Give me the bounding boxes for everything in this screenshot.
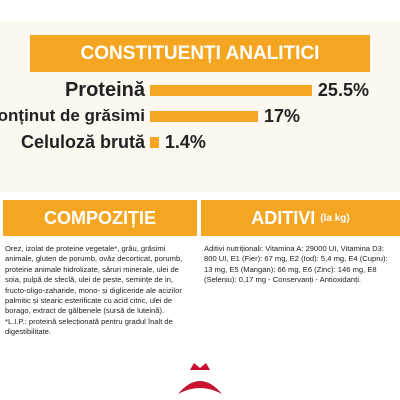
additives-text: Aditivi nutriționali: Vitamina A: 29000 … bbox=[204, 244, 388, 285]
paragraph: *L.I.P.: proteină selecționată pentru gr… bbox=[5, 316, 173, 337]
value-label: 17% bbox=[263, 106, 300, 126]
value-label: 1.4% bbox=[164, 132, 206, 152]
composition-text: Orez, izolat de proteine vegetale*, grâu… bbox=[5, 244, 195, 338]
chart-title: CONSTITUENȚI ANALITICI bbox=[30, 35, 370, 72]
logo bbox=[178, 363, 222, 394]
additives-header: ADITIVI (la kg) bbox=[201, 200, 400, 236]
paragraph: Orez, izolat de proteine vegetale*, grâu… bbox=[5, 244, 183, 316]
value-label: 25.5% bbox=[317, 80, 369, 100]
category-label: Proteină bbox=[64, 79, 145, 101]
additives-unit: (la kg) bbox=[320, 212, 350, 224]
bar bbox=[150, 84, 312, 96]
bar bbox=[150, 136, 159, 148]
bar bbox=[150, 110, 258, 122]
category-label: Conținut de grăsimi bbox=[0, 106, 145, 125]
composition-title: COMPOZIȚIE bbox=[3, 200, 197, 236]
additives-title: ADITIVI bbox=[251, 207, 316, 228]
category-label: Celuloză brută bbox=[20, 132, 145, 152]
